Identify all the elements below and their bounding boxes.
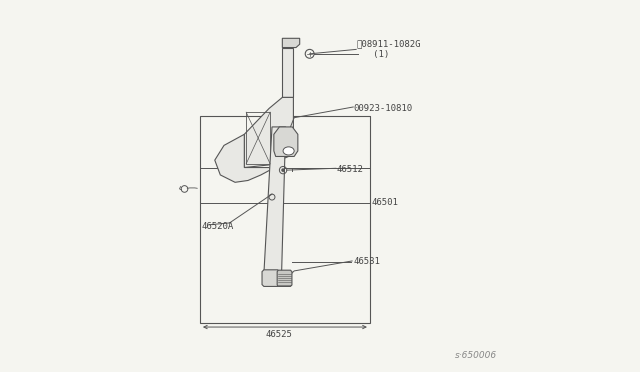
Text: s·650006: s·650006 bbox=[455, 350, 497, 359]
Polygon shape bbox=[274, 127, 298, 157]
Polygon shape bbox=[264, 127, 285, 279]
Text: 46501: 46501 bbox=[372, 198, 399, 207]
Text: 00923-10810: 00923-10810 bbox=[353, 104, 412, 113]
Text: 46525: 46525 bbox=[266, 330, 293, 339]
Bar bbox=[200, 116, 370, 323]
Ellipse shape bbox=[283, 147, 294, 155]
Polygon shape bbox=[262, 270, 280, 286]
Polygon shape bbox=[277, 270, 292, 286]
Text: ⓝ08911-1082G
   (1): ⓝ08911-1082G (1) bbox=[357, 40, 421, 59]
Text: 46520A: 46520A bbox=[202, 222, 234, 231]
Text: 46531: 46531 bbox=[353, 257, 380, 266]
Polygon shape bbox=[215, 134, 271, 182]
Polygon shape bbox=[282, 48, 293, 97]
Polygon shape bbox=[282, 38, 300, 48]
Text: 46512: 46512 bbox=[337, 165, 364, 174]
Polygon shape bbox=[244, 97, 293, 167]
Circle shape bbox=[282, 169, 284, 171]
